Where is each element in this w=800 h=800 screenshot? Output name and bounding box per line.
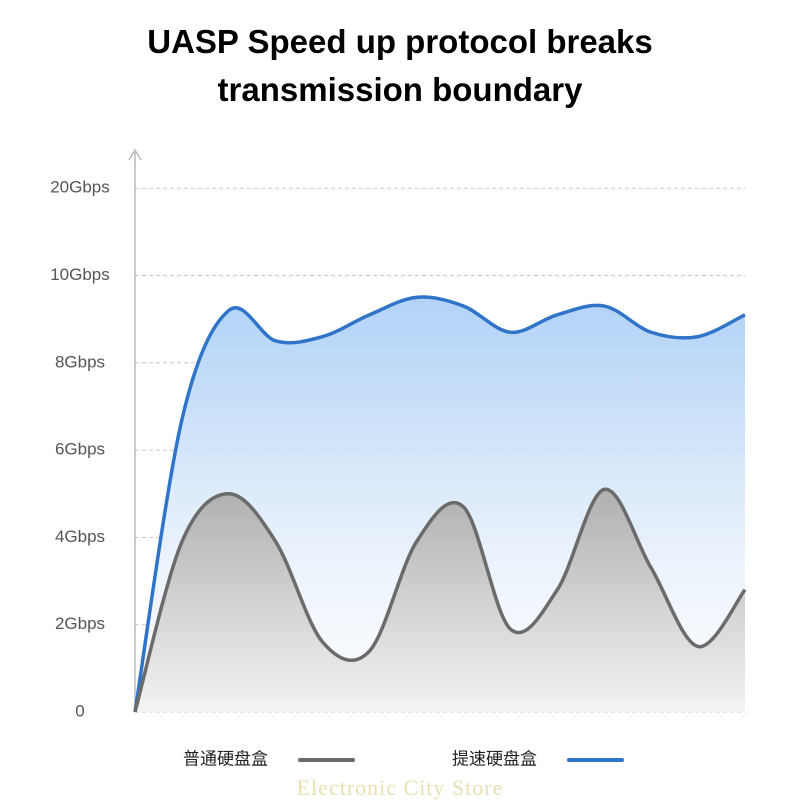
y-tick-label: 0 xyxy=(75,701,84,720)
y-tick-label: 6Gbps xyxy=(55,440,105,459)
y-tick-label: 20Gbps xyxy=(50,178,110,197)
legend-label: 普通硬盘盒 xyxy=(183,749,268,768)
y-tick-label: 8Gbps xyxy=(55,352,105,371)
y-tick-label: 4Gbps xyxy=(55,527,105,546)
chart-title: UASP Speed up protocol breaks transmissi… xyxy=(147,23,653,108)
axis-arrow xyxy=(128,148,142,161)
y-tick-label: 2Gbps xyxy=(55,614,105,633)
line xyxy=(133,295,746,713)
watermark: Electronic City Store xyxy=(297,775,504,800)
area xyxy=(135,489,745,712)
line xyxy=(133,487,747,713)
y-tick-label: 10Gbps xyxy=(50,265,110,284)
legend-label: 提速硬盘盒 xyxy=(452,749,537,768)
